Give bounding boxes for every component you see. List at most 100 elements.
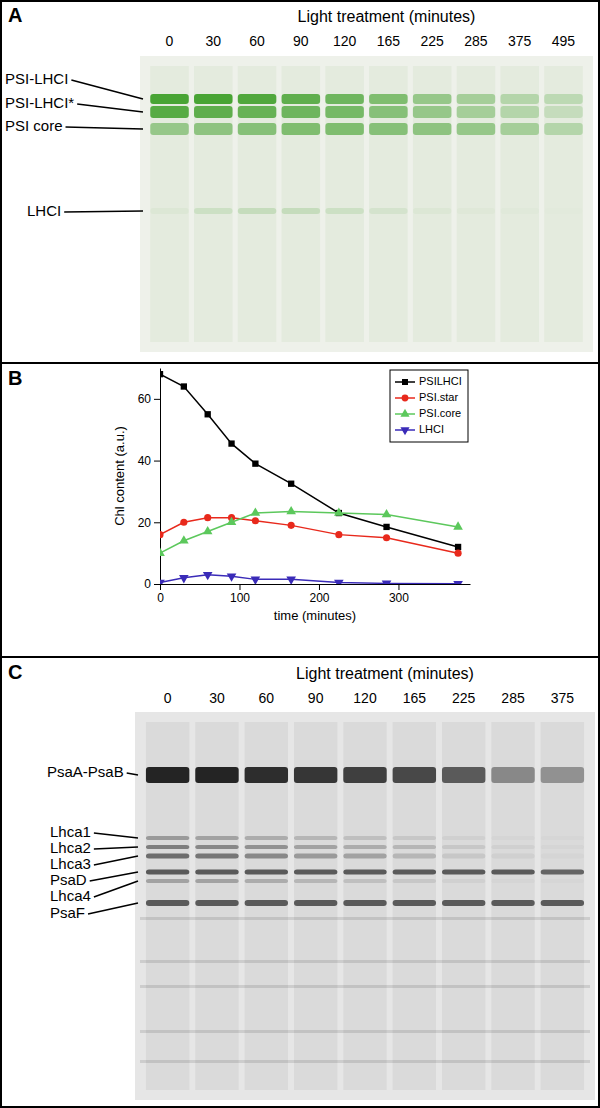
gel-band — [150, 106, 189, 118]
gel-band — [325, 208, 364, 214]
gel-band — [541, 767, 584, 783]
gel-band — [195, 854, 238, 859]
chart-panel: B01002003000204060time (minutes)Chl cont… — [8, 367, 471, 623]
series-marker — [228, 440, 234, 446]
band-label: PSI-LHCI* — [5, 94, 74, 111]
lane-label: 0 — [164, 690, 172, 706]
tick-mark — [239, 584, 240, 590]
series-marker — [227, 574, 237, 582]
tick: 0 — [157, 584, 164, 605]
gel-band — [194, 123, 233, 135]
lane-smear — [238, 66, 277, 342]
gel-band — [282, 94, 321, 104]
gel-band — [544, 208, 583, 214]
series-marker — [179, 575, 189, 583]
band-pointer — [71, 80, 143, 99]
gel-band — [343, 836, 386, 840]
panel-label: A — [8, 4, 22, 26]
gel-title: Light treatment (minutes) — [296, 665, 474, 682]
gel-band — [491, 836, 534, 840]
gel-band — [195, 836, 238, 840]
gel-band — [282, 208, 321, 214]
gel-band — [245, 836, 288, 840]
band-pointer — [66, 127, 143, 129]
series-marker — [383, 534, 390, 541]
series-marker — [204, 514, 211, 521]
series-marker — [288, 522, 295, 529]
gel-band — [343, 879, 386, 883]
gel-band — [294, 845, 337, 849]
gel-band — [541, 900, 584, 906]
axis-line — [161, 584, 471, 585]
gel-band — [195, 870, 238, 875]
legend-label: PSILHCI — [419, 375, 462, 387]
tick: 300 — [389, 584, 409, 605]
gel-band — [442, 879, 485, 883]
lane-label: 120 — [333, 33, 357, 49]
gel-band — [325, 94, 364, 104]
gel-band — [457, 208, 496, 214]
series-marker — [334, 507, 344, 515]
gel-panel: ALight treatment (minutes)03060901201652… — [5, 4, 593, 352]
series-marker — [160, 580, 165, 584]
gel-band — [195, 879, 238, 883]
tick-mark — [398, 584, 399, 590]
band-label: PSI core — [5, 117, 63, 134]
tick-label: 0 — [157, 591, 164, 605]
lane-smear — [245, 722, 288, 1090]
band-label: Lhca2 — [50, 839, 91, 856]
band-label: PsaA-PsaB — [47, 763, 124, 780]
gel-band — [442, 836, 485, 840]
series-marker — [286, 506, 296, 514]
series-marker — [382, 509, 392, 517]
tick: 40 — [138, 454, 160, 468]
gel-band — [413, 208, 452, 214]
band-label: LHCI — [27, 202, 61, 219]
gel-band — [393, 900, 436, 906]
faint-band — [140, 1030, 590, 1033]
series-marker — [205, 411, 211, 417]
gel-band — [146, 854, 189, 859]
lane-smear — [491, 722, 534, 1090]
gel-band — [544, 123, 583, 135]
legend-marker — [402, 395, 409, 402]
series-marker — [160, 371, 163, 377]
lane-smear — [325, 66, 364, 342]
gel-band — [245, 900, 288, 906]
gel-band — [238, 106, 277, 118]
band-label: Lhca4 — [50, 887, 91, 904]
lane-smear — [150, 66, 189, 342]
gel-band — [282, 106, 321, 118]
gel-background — [135, 712, 595, 1100]
gel-band — [150, 123, 189, 135]
lane-label: 30 — [209, 690, 225, 706]
gel-band — [541, 836, 584, 840]
series-marker — [251, 577, 261, 584]
panel-frame — [1, 1, 599, 363]
lane-label: 285 — [464, 33, 488, 49]
lane-smear — [500, 66, 539, 342]
lane-label: 120 — [353, 690, 377, 706]
faint-band — [140, 985, 590, 988]
gel-band — [393, 879, 436, 883]
gel-band — [238, 94, 277, 104]
series-marker — [252, 460, 258, 466]
lane-smear — [541, 722, 584, 1090]
gel-band — [457, 94, 496, 104]
gel-band — [457, 106, 496, 118]
lane-label: 90 — [293, 33, 309, 49]
band-label: PSI-LHCI — [5, 70, 68, 87]
faint-band — [140, 917, 590, 920]
gel-band — [325, 106, 364, 118]
gel-band — [491, 854, 534, 859]
tick-label: 60 — [138, 392, 152, 406]
gel-band — [343, 900, 386, 906]
gel-band — [393, 854, 436, 859]
lane-label: 0 — [166, 33, 174, 49]
figure: ALight treatment (minutes)03060901201652… — [0, 0, 600, 1108]
tick-mark — [160, 584, 161, 590]
band-label: PsaF — [50, 904, 85, 921]
legend-label: LHCI — [419, 423, 444, 435]
gel-band — [369, 106, 408, 118]
series-marker — [203, 526, 213, 534]
